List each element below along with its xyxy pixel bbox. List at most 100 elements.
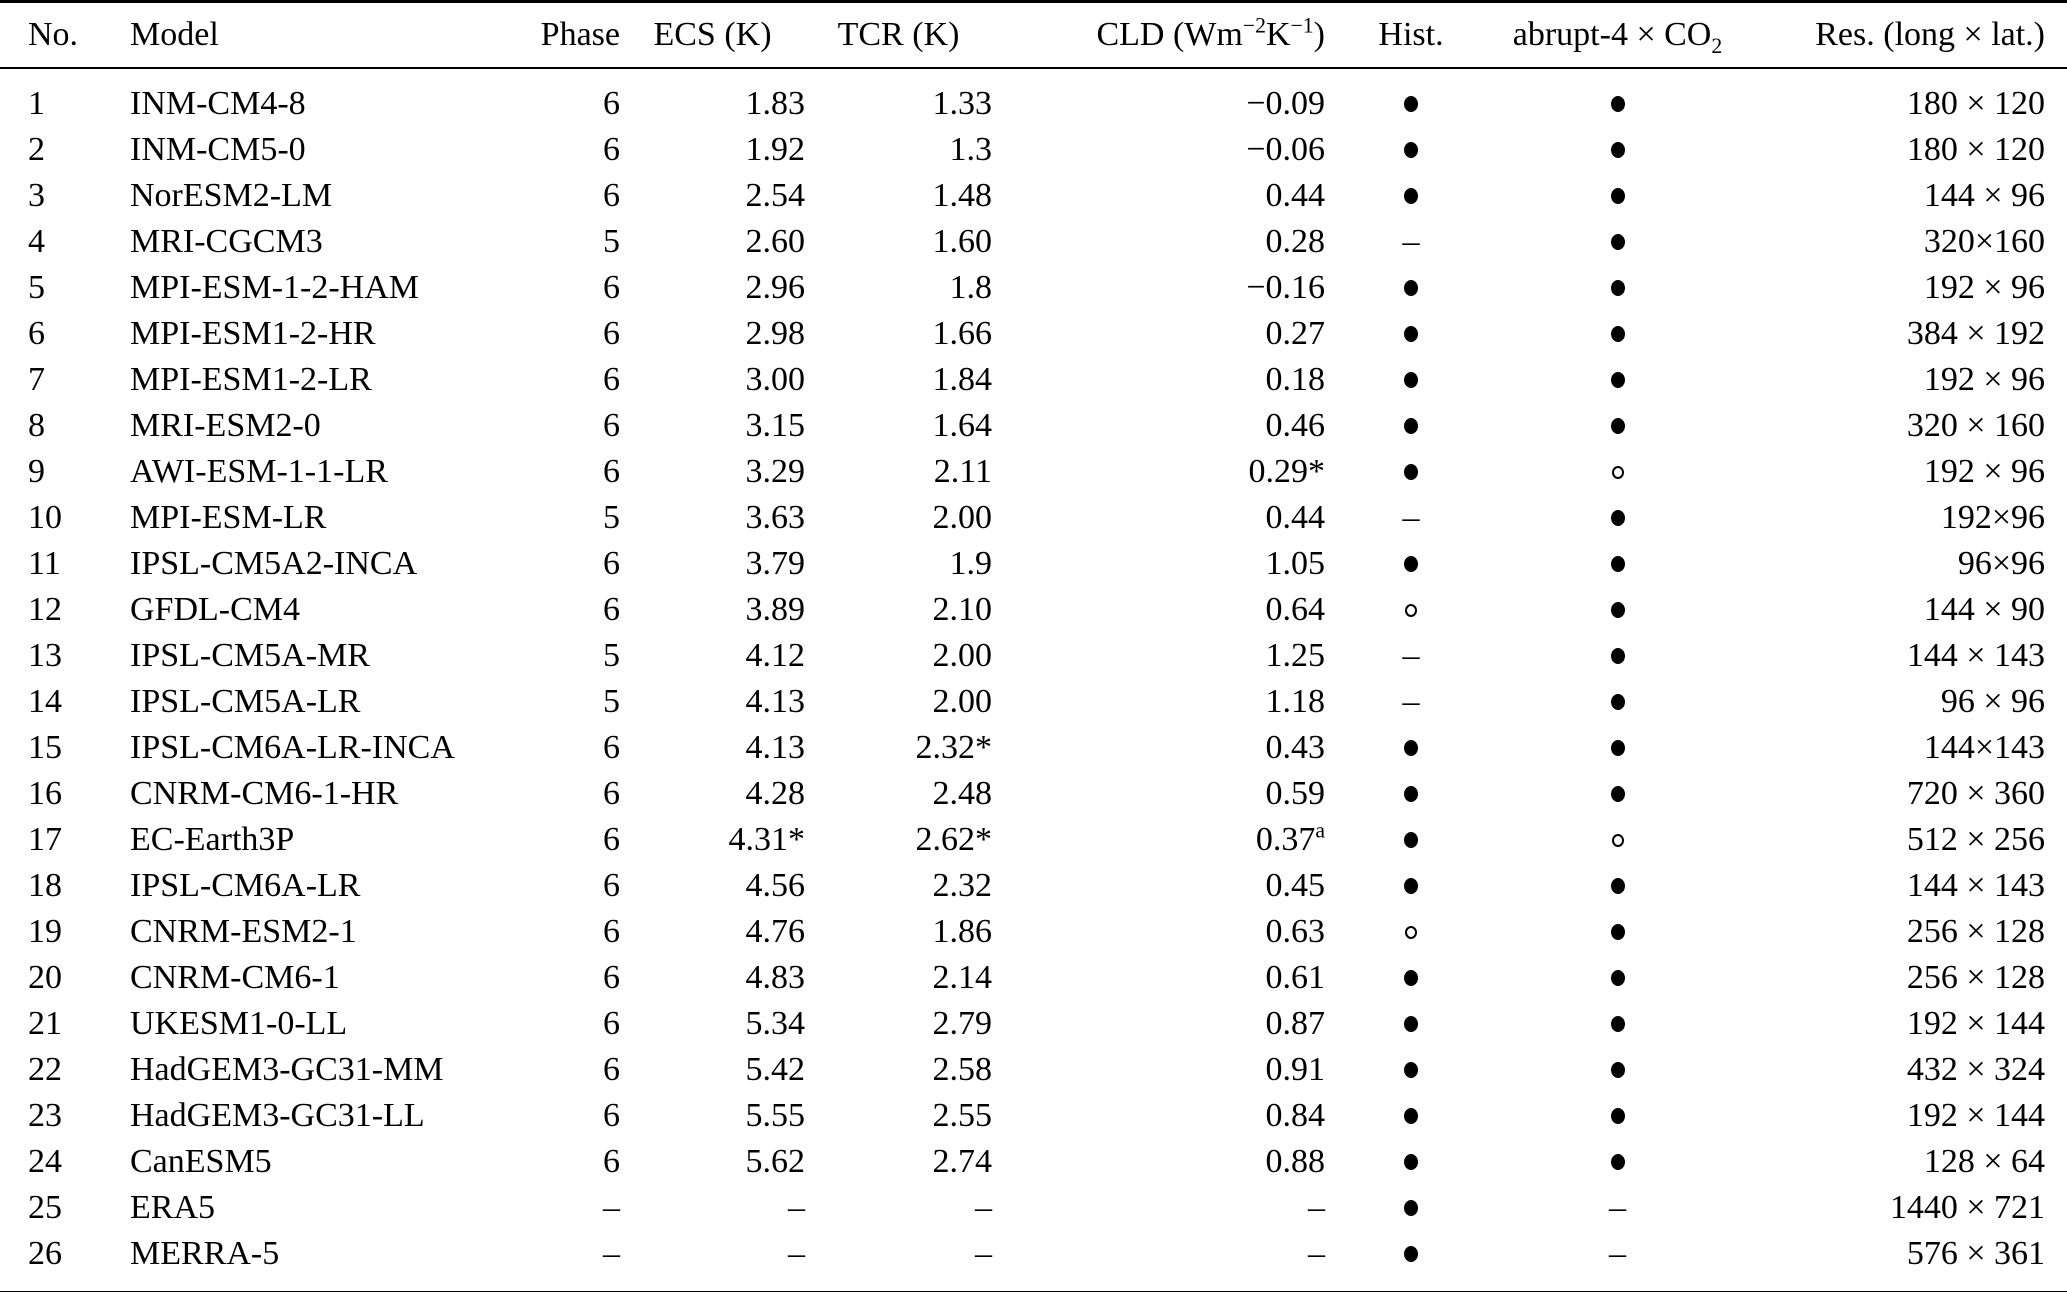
cld-cell: 1.25 (1265, 637, 1326, 674)
phase-cell: 6 (603, 269, 620, 306)
phase-cell: 6 (603, 591, 620, 628)
abrupt-marker (1497, 127, 1738, 173)
hist-marker (1325, 357, 1497, 403)
model-cell: HadGEM3-GC31-LL (130, 1097, 425, 1134)
filled-circle-icon (1610, 280, 1625, 297)
ecs-cell: – (788, 1189, 805, 1226)
no-cell: 13 (28, 637, 62, 674)
filled-circle-icon (1610, 1016, 1625, 1033)
open-circle-icon (1405, 603, 1417, 617)
res-cell: 96 × 96 (1940, 683, 2045, 720)
ecs-cell: 3.00 (745, 361, 806, 398)
filled-circle-icon (1404, 740, 1418, 757)
table-row: 25 ERA5 – – – – – 1440 × 721 (0, 1185, 2067, 1231)
model-cell: ERA5 (130, 1189, 215, 1226)
filled-circle-icon (1610, 786, 1625, 803)
model-cell: UKESM1-0-LL (130, 1005, 348, 1042)
no-cell: 25 (28, 1189, 62, 1226)
no-cell: 26 (28, 1235, 62, 1272)
column-header-hist: Hist. (1325, 1, 1497, 69)
table-row: 8 MRI-ESM2-0 6 3.15 1.64 0.46 320 × 160 (0, 403, 2067, 449)
cld-cell: 0.88 (1265, 1143, 1326, 1180)
ecs-cell: 4.83 (745, 959, 806, 996)
no-cell: 15 (28, 729, 62, 766)
phase-cell: 6 (603, 407, 620, 444)
no-cell: 19 (28, 913, 62, 950)
no-cell: 21 (28, 1005, 62, 1042)
res-cell: 192 × 96 (1923, 453, 2045, 490)
model-cell: MPI-ESM1-2-LR (130, 361, 372, 398)
column-header-ecs: ECS (K) (620, 1, 805, 69)
tcr-cell: 2.58 (932, 1051, 993, 1088)
no-cell: 1 (28, 85, 45, 122)
hist-marker (1325, 403, 1497, 449)
res-cell: 256 × 128 (1906, 913, 2045, 950)
no-cell: 10 (28, 499, 62, 536)
filled-circle-icon (1404, 464, 1418, 481)
phase-cell: 6 (603, 1097, 620, 1134)
table-row: 24 CanESM5 6 5.62 2.74 0.88 128 × 64 (0, 1139, 2067, 1185)
column-header-no: No. (0, 1, 130, 69)
hist-marker (1325, 541, 1497, 587)
abrupt-marker (1497, 265, 1738, 311)
phase-cell: 6 (603, 775, 620, 812)
tcr-cell: 1.60 (932, 223, 993, 260)
tcr-cell: 1.66 (932, 315, 993, 352)
model-cell: MPI-ESM-1-2-HAM (130, 269, 419, 306)
res-cell: 192 × 96 (1923, 269, 2045, 306)
model-cell: MPI-ESM1-2-HR (130, 315, 376, 352)
abrupt-marker (1497, 909, 1738, 955)
cld-cell: 0.29* (1248, 453, 1326, 490)
hist-marker (1325, 1185, 1497, 1231)
no-cell: 6 (28, 315, 45, 352)
model-cell: IPSL-CM5A-MR (130, 637, 370, 674)
abrupt-marker (1497, 817, 1738, 863)
cld-cell: −0.06 (1246, 131, 1325, 168)
phase-cell: 6 (603, 913, 620, 950)
hist-marker: – (1402, 223, 1420, 260)
abrupt-marker (1497, 449, 1738, 495)
tcr-cell: 2.00 (932, 499, 993, 536)
model-cell: MPI-ESM-LR (130, 499, 327, 536)
phase-cell: 6 (603, 361, 620, 398)
tcr-cell: 2.00 (932, 637, 993, 674)
model-cell: MERRA-5 (130, 1235, 280, 1272)
model-cell: CNRM-ESM2-1 (130, 913, 357, 950)
phase-cell: 6 (603, 131, 620, 168)
tcr-cell: 1.86 (932, 913, 993, 950)
tcr-cell: 1.9 (949, 545, 993, 582)
table-row: 9 AWI-ESM-1-1-LR 6 3.29 2.11 0.29* 192 × 96 (0, 449, 2067, 495)
filled-circle-icon (1404, 142, 1418, 159)
no-cell: 24 (28, 1143, 62, 1180)
hist-marker (1325, 265, 1497, 311)
tcr-cell: 2.79 (932, 1005, 993, 1042)
phase-cell: 6 (603, 1143, 620, 1180)
no-cell: 11 (28, 545, 61, 582)
abrupt-marker (1497, 1047, 1738, 1093)
abrupt-marker: – (1609, 1235, 1626, 1272)
no-cell: 17 (28, 821, 62, 858)
abrupt-marker (1497, 1139, 1738, 1185)
table-row: 6 MPI-ESM1-2-HR 6 2.98 1.66 0.27 384 × 192 (0, 311, 2067, 357)
ecs-cell: 4.13 (745, 729, 806, 766)
no-cell: 9 (28, 453, 45, 490)
filled-circle-icon (1610, 96, 1625, 113)
model-cell: IPSL-CM5A2-INCA (130, 545, 418, 582)
no-cell: 14 (28, 683, 62, 720)
no-cell: 23 (28, 1097, 62, 1134)
table-row: 26 MERRA-5 – – – – – 576 × 361 (0, 1231, 2067, 1292)
no-cell: 12 (28, 591, 62, 628)
table-row: 15 IPSL-CM6A-LR-INCA 6 4.13 2.32* 0.43 144×143 (0, 725, 2067, 771)
filled-circle-icon (1610, 188, 1625, 205)
tcr-cell: 2.10 (932, 591, 993, 628)
open-circle-icon (1611, 465, 1624, 479)
hist-marker (1325, 173, 1497, 219)
filled-circle-icon (1404, 1154, 1418, 1171)
abrupt-marker (1497, 68, 1738, 127)
column-header-cld: CLD (Wm−2K−1) (992, 1, 1325, 69)
tcr-cell: 2.74 (932, 1143, 993, 1180)
res-cell: 192 × 144 (1906, 1005, 2045, 1042)
hist-marker (1325, 1047, 1497, 1093)
hist-marker (1325, 817, 1497, 863)
